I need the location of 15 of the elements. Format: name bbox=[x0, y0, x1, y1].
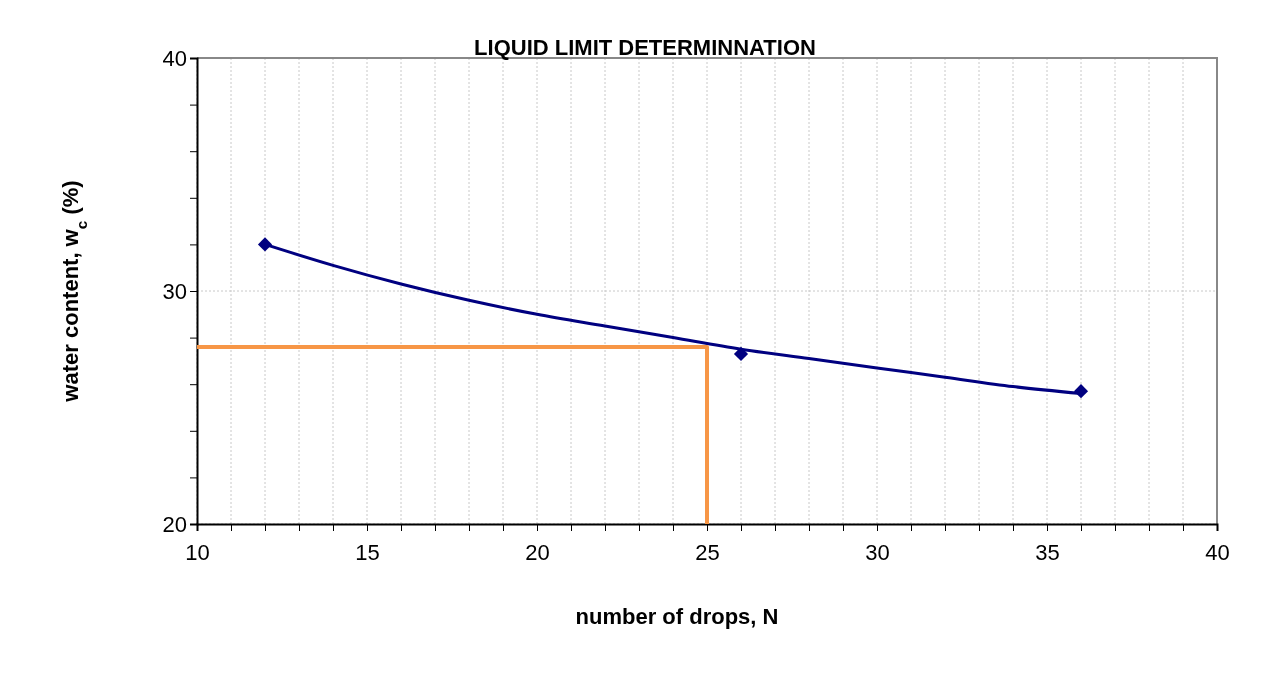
x-tick-label: 30 bbox=[865, 540, 890, 566]
x-tick-label: 20 bbox=[525, 540, 550, 566]
y-tick-label: 30 bbox=[162, 278, 187, 304]
x-tick-label: 40 bbox=[1205, 540, 1230, 566]
y-tick-label: 40 bbox=[162, 45, 187, 71]
chart-title: LIQUID LIMIT DETERMINNATION bbox=[474, 35, 816, 60]
x-tick-label: 25 bbox=[695, 540, 720, 566]
point bbox=[1073, 384, 1089, 399]
point bbox=[733, 346, 749, 361]
x-axis-title: number of drops, N bbox=[575, 604, 779, 629]
point bbox=[257, 237, 273, 252]
x-tick-label: 15 bbox=[355, 540, 380, 566]
y-tick-label: 20 bbox=[162, 511, 187, 537]
x-tick-label: 35 bbox=[1035, 540, 1060, 566]
x-tick-label: 10 bbox=[185, 540, 210, 566]
